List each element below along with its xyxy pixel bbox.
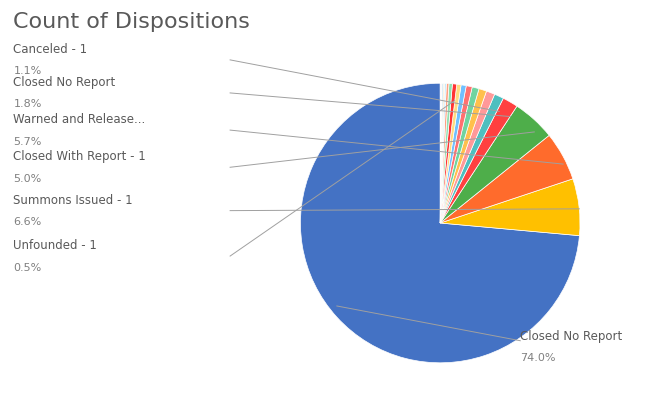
Wedge shape bbox=[440, 98, 517, 223]
Wedge shape bbox=[440, 83, 446, 223]
Text: 1.1%: 1.1% bbox=[13, 66, 41, 76]
Wedge shape bbox=[440, 106, 549, 223]
Wedge shape bbox=[440, 89, 486, 223]
Text: Canceled - 1: Canceled - 1 bbox=[13, 43, 87, 56]
Text: 1.8%: 1.8% bbox=[13, 100, 42, 109]
Wedge shape bbox=[440, 83, 442, 223]
Wedge shape bbox=[440, 91, 495, 223]
Wedge shape bbox=[440, 83, 444, 223]
Wedge shape bbox=[440, 84, 457, 223]
Wedge shape bbox=[440, 87, 479, 223]
Text: Closed With Report - 1: Closed With Report - 1 bbox=[13, 150, 146, 163]
Wedge shape bbox=[300, 83, 580, 363]
Wedge shape bbox=[440, 83, 452, 223]
Wedge shape bbox=[440, 135, 573, 223]
Wedge shape bbox=[440, 84, 461, 223]
Text: 74.0%: 74.0% bbox=[520, 354, 556, 363]
Text: Count of Dispositions: Count of Dispositions bbox=[13, 12, 250, 32]
Text: 6.6%: 6.6% bbox=[13, 217, 41, 227]
Wedge shape bbox=[440, 83, 445, 223]
Wedge shape bbox=[440, 83, 449, 223]
Text: 5.7%: 5.7% bbox=[13, 137, 42, 147]
Text: Closed No Report: Closed No Report bbox=[520, 330, 622, 343]
Text: Summons Issued - 1: Summons Issued - 1 bbox=[13, 194, 133, 206]
Text: 0.5%: 0.5% bbox=[13, 263, 41, 273]
Wedge shape bbox=[440, 179, 580, 236]
Wedge shape bbox=[440, 94, 504, 223]
Text: Unfounded - 1: Unfounded - 1 bbox=[13, 239, 97, 252]
Wedge shape bbox=[440, 83, 441, 223]
Text: Closed No Report: Closed No Report bbox=[13, 76, 115, 89]
Text: 5.0%: 5.0% bbox=[13, 174, 41, 184]
Text: Warned and Release...: Warned and Release... bbox=[13, 113, 145, 126]
Wedge shape bbox=[440, 85, 466, 223]
Wedge shape bbox=[440, 85, 472, 223]
